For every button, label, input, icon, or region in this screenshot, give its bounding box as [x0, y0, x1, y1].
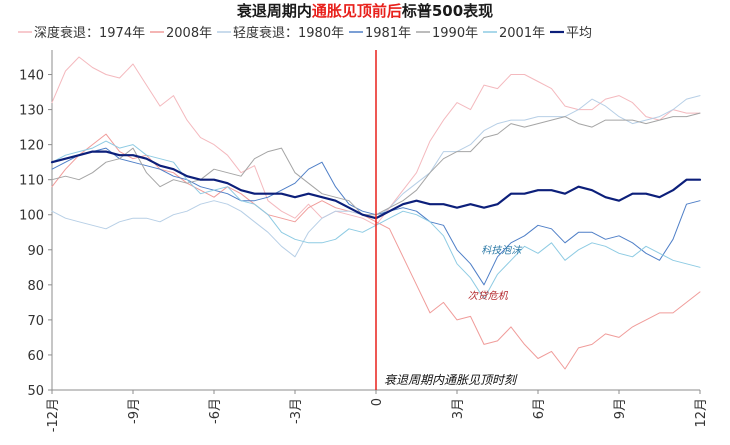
x-tick-label: 9月 — [613, 398, 628, 419]
x-tick-label: -9月 — [127, 398, 142, 424]
y-tick-label: 130 — [19, 104, 44, 119]
chart-title: 衰退周期内通胀见顶前后标普500表现 — [236, 2, 493, 20]
y-tick-label: 90 — [27, 244, 44, 259]
legend-label-s2001: 2001年 — [499, 26, 545, 41]
y-tick-label: 60 — [27, 349, 44, 364]
legend-prefix-0: 深度衰退： — [34, 25, 99, 41]
event-line-label: 衰退周期内通胀见顶时刻 — [384, 373, 518, 387]
axes: 50 60 70 80 90 100 110 120 130 140 -12月 -9月 -6月 -3月 0 3… — [19, 50, 709, 432]
legend-label-s1974: 1974年 — [99, 26, 145, 41]
y-tick-label: 110 — [19, 174, 44, 189]
legend-label-s1980: 1980年 — [298, 26, 344, 41]
y-tick-label: 100 — [19, 209, 44, 224]
y-tick-label: 140 — [19, 69, 44, 84]
y-tick-label: 70 — [27, 314, 44, 329]
chart-title-part-2: 标普500表现 — [401, 2, 493, 20]
y-tick-label: 50 — [27, 384, 44, 399]
legend-prefix-1: 轻度衰退： — [233, 25, 298, 41]
x-tick-label: -3月 — [289, 398, 304, 424]
legend-label-s1981: 1981年 — [365, 26, 411, 41]
x-tick-label: -6月 — [208, 398, 223, 424]
annotation-label-1: 次贷危机 — [468, 290, 509, 302]
y-tick-label: 80 — [27, 279, 44, 294]
y-tick-label: 120 — [19, 139, 44, 154]
chart-title-part-1: 通胀见顶前后 — [312, 2, 402, 20]
annotation-label-0: 科技泡沫 — [481, 244, 523, 256]
legend-label-savg: 平均 — [566, 26, 592, 41]
x-tick-label: 6月 — [532, 398, 547, 419]
legend-label-s1990: 1990年 — [432, 26, 478, 41]
x-tick-label: 3月 — [451, 398, 466, 419]
x-tick-label: -12月 — [46, 398, 61, 432]
legend: 深度衰退： 1974年 2008年 轻度衰退： 1980年 1981年 1990年 2001年… — [18, 25, 592, 41]
x-tick-label: 0 — [370, 398, 385, 406]
x-tick-label: 12月 — [694, 398, 709, 428]
legend-label-s2008: 2008年 — [166, 26, 212, 41]
chart-title-part-0: 衰退周期内 — [236, 2, 312, 20]
